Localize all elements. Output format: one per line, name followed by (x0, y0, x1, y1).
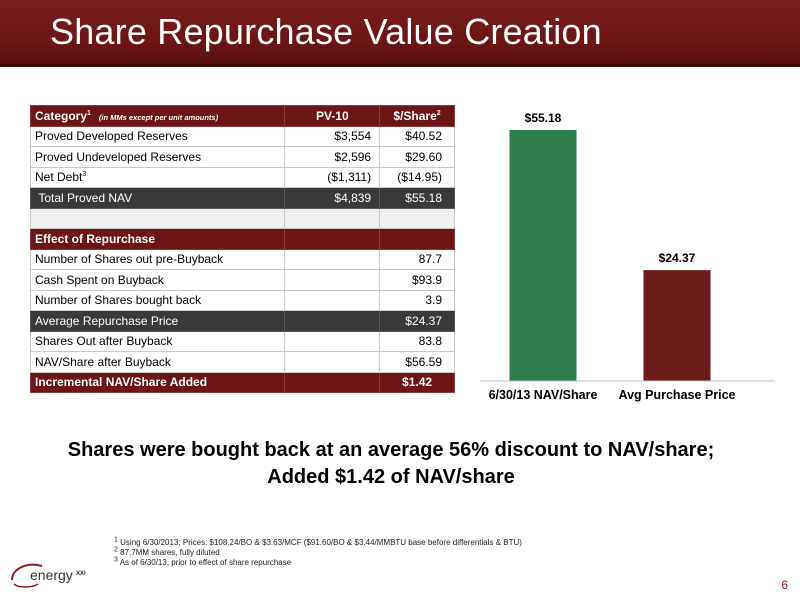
headline: Shares were bought back at an average 56… (0, 437, 782, 491)
header-per-share: $/Share2 (379, 105, 455, 127)
table-row: Number of Shares bought back 3.9 (29, 289, 455, 311)
header-pv10: PV-10 (284, 105, 381, 127)
page-number: 6 (781, 578, 788, 592)
nav-table: Category1 (in MMs except per unit amounts… (29, 105, 455, 393)
spacer-row (29, 207, 455, 229)
slide-title: Share Repurchase Value Creation (50, 11, 602, 52)
table-row: Proved Developed Reserves $3,554 $40.52 (29, 125, 455, 147)
footnote: 2 87.7MM shares, fully diluted (114, 546, 220, 557)
energy-xxi-logo: energy XXI (11, 563, 86, 588)
headline-line-1: Shares were bought back at an average 56… (67, 439, 715, 461)
bar-data-label: $55.18 (525, 111, 562, 125)
table-row: Cash Spent on Buyback $93.9 (29, 269, 455, 291)
bar-data-label: $24.37 (659, 251, 696, 265)
table-row: Net Debt3 ($1,311) ($14.95) (29, 166, 455, 188)
bar-2 (643, 270, 711, 381)
table-row: Average Repurchase Price $24.37 (29, 310, 455, 332)
svg-text:energy: energy (30, 567, 73, 583)
incremental-row: Incremental NAV/Share Added $1.42 (29, 371, 455, 393)
total-row: Total Proved NAV $4,839 $55.18 (29, 187, 455, 209)
bar-chart: $55.18 6/30/13 NAV/Share $24.37 Avg Purchas… (480, 111, 775, 402)
header-category: Category1 (in MMs except per unit amounts… (29, 105, 286, 127)
category-label: Avg Purchase Price (619, 388, 736, 402)
headline-line-2: Added $1.42 of NAV/share (267, 466, 515, 488)
table-row: Proved Undeveloped Reserves $2,596 $29.6… (29, 146, 455, 168)
table-row: Number of Shares out pre-Buyback 87.7 (29, 248, 455, 270)
footnote: 3 As of 6/30/13, prior to effect of shar… (114, 556, 292, 567)
title-bar: Share Repurchase Value Creation (0, 0, 800, 67)
table-row: Shares Out after Buyback 83.8 (29, 330, 455, 352)
effect-header-row: Effect of Repurchase (29, 228, 455, 250)
footnotes: 1 Using 6/30/2013; Prices: $108.24/BO & … (114, 536, 522, 568)
bar-1 (509, 130, 577, 381)
table-header-row: Category1 (in MMs except per unit amounts… (29, 105, 455, 127)
category-label: 6/30/13 NAV/Share (489, 388, 598, 402)
table-row: NAV/Share after Buyback $56.59 (29, 351, 455, 373)
svg-text:XXI: XXI (76, 571, 86, 577)
footnote: 1 Using 6/30/2013; Prices: $108.24/BO & … (114, 536, 522, 547)
